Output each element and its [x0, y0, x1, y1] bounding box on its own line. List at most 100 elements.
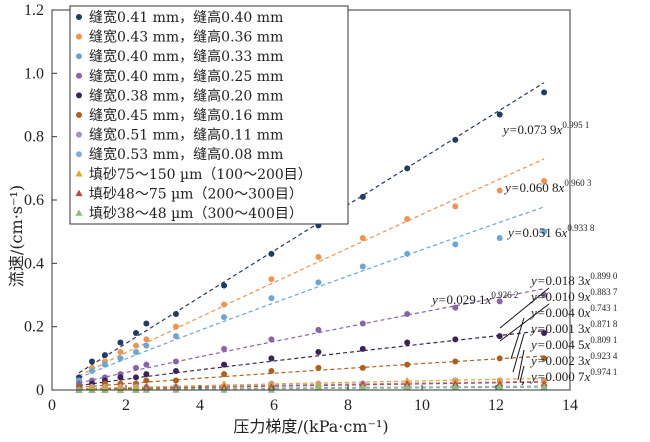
- fit-equation-prefix: y=: [529, 273, 546, 288]
- data-point: [403, 376, 411, 384]
- data-point: [403, 383, 411, 390]
- fit-line: [78, 355, 545, 388]
- data-point: [496, 111, 503, 118]
- fit-equation-var: x: [558, 180, 565, 195]
- fit-equation-var: x: [561, 225, 568, 240]
- data-point: [359, 364, 366, 371]
- data-point: [143, 377, 150, 384]
- data-point: [268, 276, 275, 283]
- data-point: [172, 323, 179, 330]
- fit-line: [79, 386, 545, 391]
- data-point: [143, 361, 150, 368]
- data-point: [143, 336, 150, 343]
- fit-equation-coef: 0.001 3: [546, 321, 585, 336]
- data-point: [132, 383, 140, 390]
- data-point: [404, 216, 411, 222]
- data-point: [268, 368, 275, 374]
- fit-equation-coef: 0.010 9: [546, 289, 585, 304]
- y-tick-label: 0.6: [24, 192, 44, 209]
- data-point: [267, 380, 276, 387]
- data-point: [314, 380, 322, 387]
- fit-equation-var: x: [584, 321, 591, 336]
- data-point: [268, 250, 275, 257]
- data-point: [143, 371, 150, 378]
- data-point: [220, 380, 228, 387]
- fit-equation-var: x: [584, 337, 591, 352]
- legend-marker: [76, 33, 82, 40]
- legend-marker: [76, 112, 82, 118]
- annotation-leader-line: [521, 381, 525, 386]
- data-point: [172, 377, 179, 384]
- data-point: [101, 383, 109, 390]
- data-point: [404, 250, 411, 257]
- legend-label: 缝宽0.45 mm，缝高0.16 mm: [89, 107, 283, 124]
- data-point: [315, 326, 322, 333]
- data-point: [404, 339, 411, 346]
- fit-equation-prefix: y=: [503, 180, 520, 195]
- legend-label: 缝宽0.40 mm，缝高0.33 mm: [89, 48, 283, 65]
- legend-label: 缝宽0.53 mm，缝高0.08 mm: [89, 146, 283, 163]
- fit-equation-coef: 0.073 9: [518, 122, 557, 137]
- fit-equation-coef: 0.018 3: [546, 273, 585, 288]
- legend-marker: [76, 131, 82, 138]
- x-tick-label: 4: [196, 397, 204, 414]
- data-point: [267, 383, 276, 390]
- data-point: [540, 380, 548, 387]
- fit-equation-var: x: [584, 353, 591, 368]
- fit-line: [78, 288, 545, 384]
- fit-equation-prefix: y=: [430, 292, 447, 307]
- legend-marker: [76, 151, 82, 158]
- fit-equation: y=0.073 9x0.995 1: [501, 120, 589, 137]
- fit-equation-coef: 0.060 8: [520, 180, 559, 195]
- x-tick-label: 8: [344, 397, 352, 414]
- fit-equation-exponent: 0.926 2: [491, 290, 518, 300]
- data-point: [132, 342, 139, 349]
- fit-equation-prefix: y=: [506, 225, 523, 240]
- data-point: [452, 241, 459, 248]
- x-tick-label: 6: [270, 397, 278, 414]
- data-point: [496, 380, 504, 387]
- data-point: [359, 263, 366, 270]
- data-point: [143, 342, 150, 349]
- fit-equation: y=0.001 3x0.871 8: [529, 319, 618, 336]
- legend-marker: [76, 53, 82, 60]
- data-point: [88, 368, 95, 374]
- data-point: [172, 358, 179, 365]
- legend-label: 缝宽0.38 mm，缝高0.20 mm: [89, 87, 283, 104]
- legend-marker: [75, 170, 83, 177]
- data-point: [101, 361, 108, 368]
- data-point: [452, 304, 459, 311]
- fit-equation-var: x: [584, 369, 591, 384]
- data-point: [88, 383, 96, 390]
- fit-equation-prefix: y=: [529, 337, 546, 352]
- fit-equation: y=0.018 3x0.899 0: [529, 271, 618, 288]
- y-axis-label: 流速/(cm·s⁻¹): [7, 185, 26, 287]
- data-point: [172, 333, 179, 340]
- fit-equation-exponent: 0.743 1: [590, 303, 617, 313]
- fit-equation: y=0.010 9x0.883 7: [529, 287, 618, 304]
- data-point: [132, 349, 139, 355]
- fit-equation-exponent: 0.974 1: [590, 367, 617, 377]
- y-tick-label: 0.4: [24, 255, 44, 272]
- data-point: [142, 383, 150, 390]
- fit-equation-coef: 0.004 5: [546, 337, 585, 352]
- data-point: [540, 383, 548, 390]
- legend-label: 缝宽0.43 mm，缝高0.36 mm: [89, 29, 283, 46]
- fit-equation-prefix: y=: [529, 305, 546, 320]
- fit-equation-exponent: 0.960 3: [564, 178, 592, 188]
- data-point: [359, 193, 366, 200]
- data-point: [359, 380, 367, 387]
- data-point: [541, 178, 548, 184]
- data-point: [452, 136, 459, 143]
- fit-equation-prefix: y=: [529, 321, 546, 336]
- data-point: [221, 314, 228, 321]
- fit-equation-exponent: 0.933 8: [567, 223, 595, 233]
- annotation-leader-line: [499, 287, 550, 329]
- fit-equation-coef: 0.004 0: [546, 305, 585, 320]
- data-point: [452, 358, 459, 365]
- y-tick-label: 1.0: [24, 65, 44, 82]
- fit-equation-exponent: 0.883 7: [590, 287, 618, 297]
- fit-equation: y=0.000 7x0.974 1: [529, 367, 617, 384]
- data-point: [404, 361, 411, 368]
